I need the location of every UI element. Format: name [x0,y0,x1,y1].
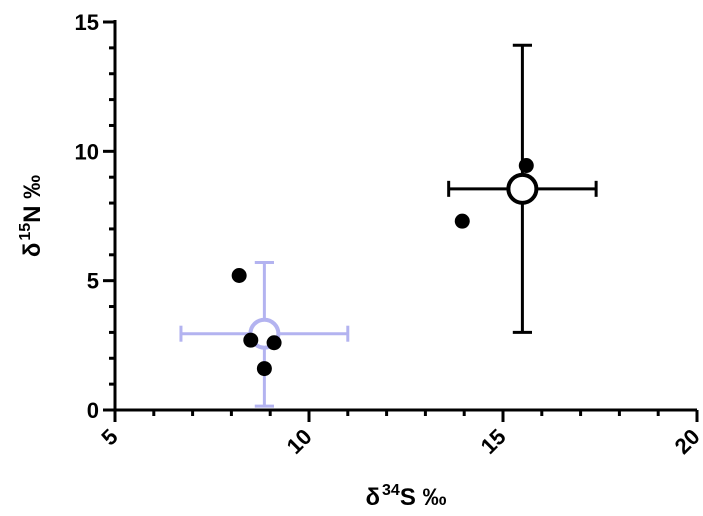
data-point [266,335,282,351]
data-point [231,267,247,283]
y-axis-title: δ15N ‰ [17,175,46,257]
y-tick-label: 15 [75,10,99,35]
y-tick-label: 10 [75,139,99,164]
data-point [256,361,272,377]
y-tick-label: 0 [87,398,99,423]
mean-marker [506,172,539,205]
x-axis-title: δ 34S ‰ [365,482,446,511]
x-tick-label: 5 [96,424,122,450]
data-point [454,213,470,229]
y-tick-label: 5 [87,269,99,294]
x-tick-label: 10 [282,424,317,459]
axes [103,20,699,422]
x-tick-label: 15 [476,424,511,459]
x-tick-label: 20 [670,424,703,459]
data-point [243,332,259,348]
chart-marks [179,43,598,408]
data-point [518,158,534,174]
